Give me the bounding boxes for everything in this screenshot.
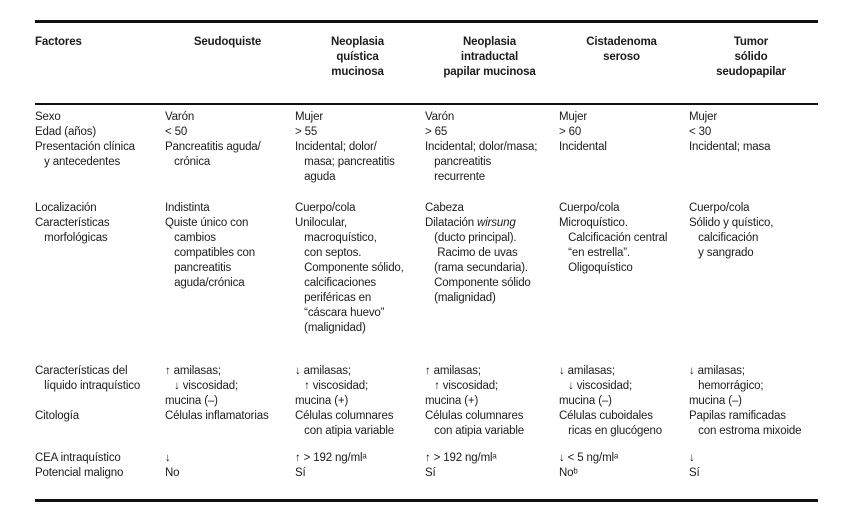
table-cell: Incidental; dolor/masa; pancreatitis rec…: [425, 141, 538, 183]
table-cell: Unilocular, macroquístico, con septos. C…: [295, 217, 404, 334]
table-cell: ↓: [689, 452, 695, 464]
table-cell: Noᵇ: [559, 467, 578, 479]
row-label: Características del líquido intraquístic…: [35, 365, 141, 392]
table-cell: ↑ amilasas; ↓ viscosidad; mucina (–): [165, 365, 239, 407]
table-cell: Mujer: [689, 111, 718, 123]
table-cell: > 65: [425, 126, 448, 138]
table-cell: ↓ < 5 ng/mlᵃ: [559, 452, 619, 464]
table-cell: Sí: [689, 467, 700, 479]
table-cell: Varón: [425, 111, 455, 123]
table-cell: ↑ amilasas; ↑ viscosidad; mucina (+): [425, 365, 499, 407]
row-label: Citología: [35, 410, 80, 422]
table-row-group: Sexo Varón Mujer Varón Mujer Mujer Edad (años)…: [35, 110, 818, 185]
table-cell: Cabeza: [425, 202, 464, 214]
table-header-row: Factores Seudoquiste Neoplasia quística …: [35, 23, 818, 103]
row-label: Características morfológicas: [35, 217, 110, 244]
table-cell: Incidental: [559, 141, 607, 153]
row-label: CEA intraquístico: [35, 452, 121, 464]
table-cell: ↓ amilasas; ↓ viscosidad; mucina (–): [559, 365, 633, 407]
table-cell: Sólido y quístico, calcificación y sangr…: [689, 217, 774, 259]
header-neoplasia-quistica-mucinosa: Neoplasia quística mucinosa: [331, 36, 384, 78]
table-row-group: Características del líquido intraquístic…: [35, 364, 818, 439]
row-label: Sexo: [35, 111, 61, 123]
table-cell: Indistinta: [165, 202, 210, 214]
table-cell: ↑ > 192 ng/mlᵃ: [295, 452, 367, 464]
table-cell: Células columnares con atipia variable: [425, 410, 524, 437]
table-cell: ↑ > 192 ng/mlᵃ: [425, 452, 497, 464]
table-cell: Cuerpo/cola: [559, 202, 620, 214]
horizontal-rule-top: [35, 20, 818, 23]
table-cell: < 50: [165, 126, 188, 138]
table-cell: Células inflamatorias: [165, 410, 269, 422]
table-cell: Pancreatitis aguda/ crónica: [165, 141, 261, 168]
row-label: Edad (años): [35, 126, 96, 138]
table-cell: ↓ amilasas; hemorrágico; mucina (–): [689, 365, 764, 407]
table-cell: ↓ amilasas; ↑ viscosidad; mucina (+): [295, 365, 369, 407]
table-cell: Sí: [295, 467, 306, 479]
table-cell: Quiste único con cambios compatibles con…: [165, 217, 255, 289]
table-cell: > 60: [559, 126, 582, 138]
horizontal-rule-middle: [35, 103, 818, 105]
table-row-group: Localización Indistinta Cuerpo/cola Cabeza C…: [35, 201, 818, 336]
table-cell: Microquístico. Calcificación central “en…: [559, 217, 668, 274]
row-label: Localización: [35, 202, 97, 214]
header-seudoquiste: Seudoquiste: [193, 36, 262, 48]
row-label: Presentación clínica y antecedentes: [35, 141, 135, 168]
table-row-group: CEA intraquístico ↓ ↑ > 192 ng/mlᵃ ↑ > 192 …: [35, 451, 818, 481]
table-cell: ↓: [165, 452, 171, 464]
table-cell: Cuerpo/cola: [295, 202, 356, 214]
table-cell: Mujer: [295, 111, 324, 123]
table-body: Sexo Varón Mujer Varón Mujer Mujer Edad (años)…: [35, 105, 818, 481]
table-cell: No: [165, 467, 180, 479]
table-cell: Cuerpo/cola: [689, 202, 750, 214]
table-cell: Células cuboidales ricas en glucógeno: [559, 410, 662, 437]
header-neoplasia-intraductal-papilar: Neoplasia intraductal papilar mucinosa: [443, 36, 536, 78]
table-cell: Células columnares con atipia variable: [295, 410, 394, 437]
table-cell: Mujer: [559, 111, 588, 123]
header-cistadenoma-seroso: Cistadenoma seroso: [586, 36, 657, 63]
table-cell: < 30: [689, 126, 712, 138]
table-cell: > 55: [295, 126, 318, 138]
table-cell: Sí: [425, 467, 436, 479]
horizontal-rule-bottom: [35, 499, 818, 502]
header-tumor-solido-seudopapilar: Tumor sólido seudopapilar: [716, 36, 786, 78]
table-cell: Incidental; masa: [689, 141, 771, 153]
row-label: Potencial maligno: [35, 467, 124, 479]
header-factores: Factores: [35, 36, 82, 48]
table-cell: Varón: [165, 111, 195, 123]
comparison-table: Factores Seudoquiste Neoplasia quística …: [35, 20, 818, 502]
table-cell: Dilatación wirsung (ducto principal). Ra…: [425, 217, 531, 304]
table-cell: Incidental; dolor/ masa; pancreatitis ag…: [295, 141, 395, 183]
table-cell: Papilas ramificadas con estroma mixoide: [689, 410, 802, 437]
